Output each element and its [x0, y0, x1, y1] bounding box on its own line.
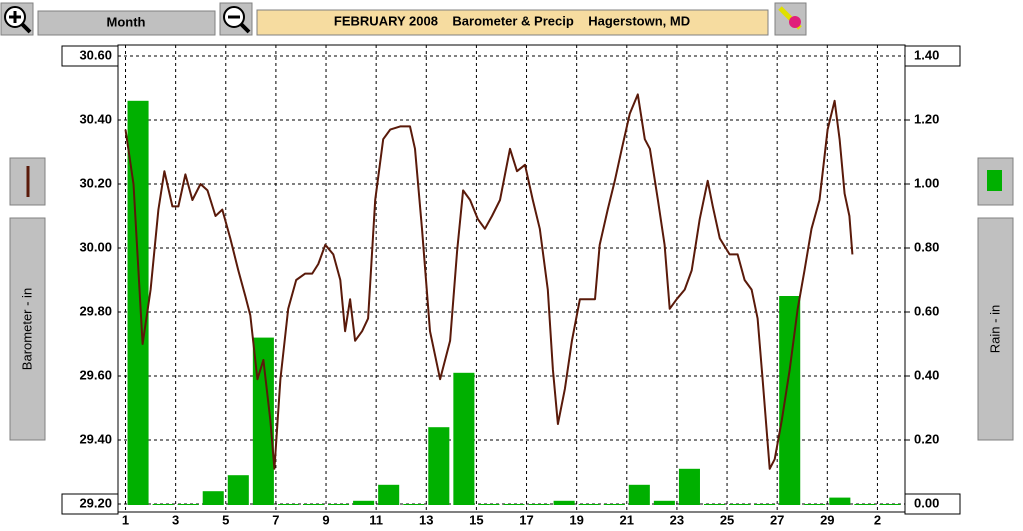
- y2-axis-label: Rain - in: [987, 305, 1002, 353]
- bar: [277, 504, 299, 505]
- bar: [678, 468, 700, 505]
- y2-tick-label: 0.40: [914, 367, 939, 382]
- x-tick-label: 9: [322, 512, 329, 527]
- bar: [729, 504, 751, 505]
- x-tick-label: 7: [272, 512, 279, 527]
- y2-tick-label: 0.60: [914, 303, 939, 318]
- bar: [127, 100, 149, 506]
- y-tick-label: 30.00: [79, 239, 112, 254]
- x-tick-label: 25: [720, 512, 734, 527]
- bar-legend-button[interactable]: [977, 157, 1014, 206]
- chart-title: FEBRUARY 2008 Barometer & Precip Hagerst…: [334, 13, 690, 28]
- y-tick-label: 29.20: [79, 495, 112, 510]
- bar: [202, 491, 224, 505]
- period-label: Month: [107, 14, 146, 29]
- barometer-line: [124, 93, 854, 470]
- bar: [503, 504, 525, 505]
- bar: [478, 504, 500, 505]
- bar: [302, 504, 325, 505]
- bar: [779, 296, 801, 505]
- y2-tick-label: 0.80: [914, 239, 939, 254]
- y2-axis-button[interactable]: [977, 217, 1014, 441]
- x-tick-label: 29: [820, 512, 834, 527]
- tick-box: [904, 493, 961, 515]
- zoom-in-button[interactable]: [0, 2, 34, 36]
- x-tick-label: 2: [874, 512, 881, 527]
- x-tick-label: 21: [620, 512, 634, 527]
- y-tick-label: 29.80: [79, 303, 112, 318]
- bar: [603, 504, 625, 505]
- bar: [403, 504, 425, 505]
- plot-frame: [117, 44, 906, 513]
- bar: [829, 497, 851, 505]
- y-axis-label: Barometer - in: [19, 288, 34, 370]
- zoom-out-button[interactable]: [219, 2, 253, 36]
- bar: [578, 504, 600, 505]
- y-tick-label: 30.60: [79, 47, 112, 62]
- bar: [428, 427, 450, 505]
- y-tick-label: 30.20: [79, 175, 112, 190]
- x-tick-label: 17: [519, 512, 533, 527]
- x-tick-label: 5: [222, 512, 229, 527]
- bar: [453, 372, 475, 505]
- y2-tick-label: 1.40: [914, 47, 939, 62]
- period-button[interactable]: [37, 10, 216, 36]
- bar: [653, 500, 675, 505]
- x-tick-label: 15: [469, 512, 483, 527]
- x-tick-label: 23: [670, 512, 684, 527]
- tick-box: [904, 45, 961, 67]
- x-tick-label: 3: [172, 512, 179, 527]
- x-tick-label: 11: [369, 512, 383, 527]
- bar: [854, 504, 876, 505]
- bar: [227, 475, 249, 505]
- tick-box: [61, 493, 119, 515]
- bar: [152, 504, 174, 505]
- y2-tick-label: 0.20: [914, 431, 939, 446]
- edit-button[interactable]: [774, 2, 807, 36]
- bar: [528, 504, 550, 505]
- bar: [804, 504, 826, 505]
- bar: [879, 504, 901, 505]
- bar: [754, 504, 776, 505]
- bar: [553, 500, 575, 505]
- y2-tick-label: 1.20: [914, 111, 939, 126]
- x-tick-label: 27: [770, 512, 784, 527]
- y-tick-label: 29.60: [79, 367, 112, 382]
- x-tick-label: 1: [122, 512, 129, 527]
- bar: [353, 500, 375, 505]
- y-axis-button[interactable]: [9, 217, 46, 441]
- y-tick-label: 30.40: [79, 111, 112, 126]
- bar: [378, 484, 400, 505]
- bar: [628, 484, 650, 505]
- x-tick-label: 19: [569, 512, 583, 527]
- y-tick-label: 29.40: [79, 431, 112, 446]
- bar: [703, 504, 726, 505]
- bar: [328, 504, 350, 505]
- y2-tick-label: 0.00: [914, 495, 939, 510]
- x-tick-label: 13: [419, 512, 433, 527]
- line-legend-button[interactable]: [9, 157, 46, 206]
- y2-tick-label: 1.00: [914, 175, 939, 190]
- tick-box: [61, 45, 119, 67]
- bar: [177, 504, 199, 505]
- title-box: [256, 9, 769, 36]
